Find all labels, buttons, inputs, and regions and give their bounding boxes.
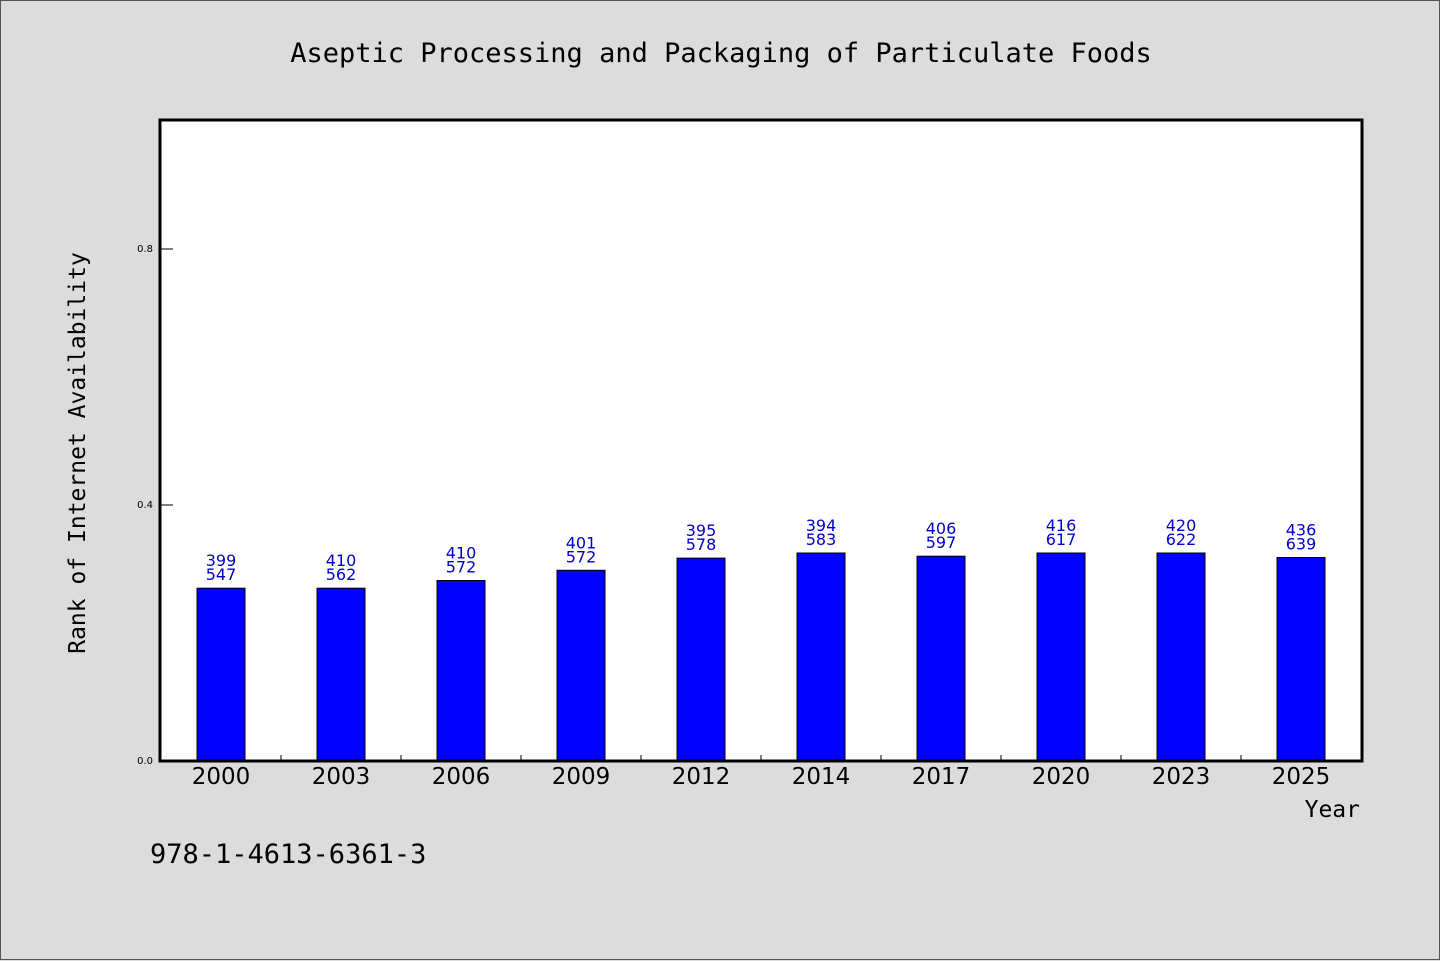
bar-2000 <box>196 587 246 762</box>
x-tick-label-2023: 2023 <box>1152 764 1211 790</box>
isbn-footer: 978-1-4613-6361-3 <box>150 839 426 870</box>
bar-label-top-2009: 401 <box>566 533 597 552</box>
bar-2025 <box>1276 556 1326 762</box>
bar-label-top-2017: 406 <box>926 519 957 538</box>
x-tick-label-2006: 2006 <box>432 764 491 790</box>
x-tick-label-2000: 2000 <box>192 764 251 790</box>
bar-label-bottom-2006: 572 <box>446 558 477 577</box>
bar-label-bottom-2003: 562 <box>326 565 357 584</box>
bar-label-bottom-2017: 597 <box>926 533 957 552</box>
bar-label-bottom-2023: 622 <box>1166 530 1197 549</box>
bar-label-top-2003: 410 <box>326 551 357 570</box>
bar-label-top-2000: 399 <box>206 551 237 570</box>
bar-label-top-2006: 410 <box>446 544 477 563</box>
bars-layer <box>196 552 1326 762</box>
x-tick-label-2025: 2025 <box>1272 764 1331 790</box>
bar-label-bottom-2000: 547 <box>206 565 237 584</box>
bar-label-bottom-2012: 578 <box>686 535 717 554</box>
chart-title: Aseptic Processing and Packaging of Part… <box>290 38 1152 69</box>
plot-border <box>158 118 1364 763</box>
bar-label-bottom-2025: 639 <box>1286 534 1317 553</box>
x-tick-label-2003: 2003 <box>312 764 371 790</box>
data-labels-layer: 3995474105624105724015723955783945834065… <box>206 516 1317 584</box>
bar-2020 <box>1036 552 1086 762</box>
bar-2003 <box>316 587 366 762</box>
ticks-layer: 2000 2003 2006 2009 2012 2014 2017 2020 2023 2025… <box>137 244 1330 790</box>
bar-2009 <box>556 569 606 762</box>
bar-label-bottom-2009: 572 <box>566 547 597 566</box>
bar-label-top-2023: 420 <box>1166 516 1197 535</box>
bar-2006 <box>436 580 486 762</box>
bar-2023 <box>1156 552 1206 762</box>
x-tick-label-2009: 2009 <box>552 764 611 790</box>
x-tick-label-2014: 2014 <box>792 764 851 790</box>
bar-label-top-2020: 416 <box>1046 516 1077 535</box>
x-axis-label: Year <box>1305 797 1360 823</box>
bar-label-bottom-2014: 583 <box>806 530 837 549</box>
x-tick-label-2017: 2017 <box>912 764 971 790</box>
y-tick-label: 0.0 <box>137 756 153 767</box>
bar-2014 <box>796 552 846 762</box>
bar-label-top-2012: 395 <box>686 521 717 540</box>
y-tick-label: 0.8 <box>137 244 153 255</box>
x-tick-label-2012: 2012 <box>672 764 731 790</box>
y-tick-label: 0.4 <box>137 500 153 511</box>
x-tick-label-2020: 2020 <box>1032 764 1091 790</box>
bar-label-top-2025: 436 <box>1286 520 1317 539</box>
bar-label-bottom-2020: 617 <box>1046 530 1077 549</box>
bar-2017 <box>916 555 966 762</box>
bar-label-top-2014: 394 <box>806 516 837 535</box>
y-axis-label: Rank of Internet Availability <box>65 252 91 654</box>
bar-2012 <box>676 557 726 762</box>
